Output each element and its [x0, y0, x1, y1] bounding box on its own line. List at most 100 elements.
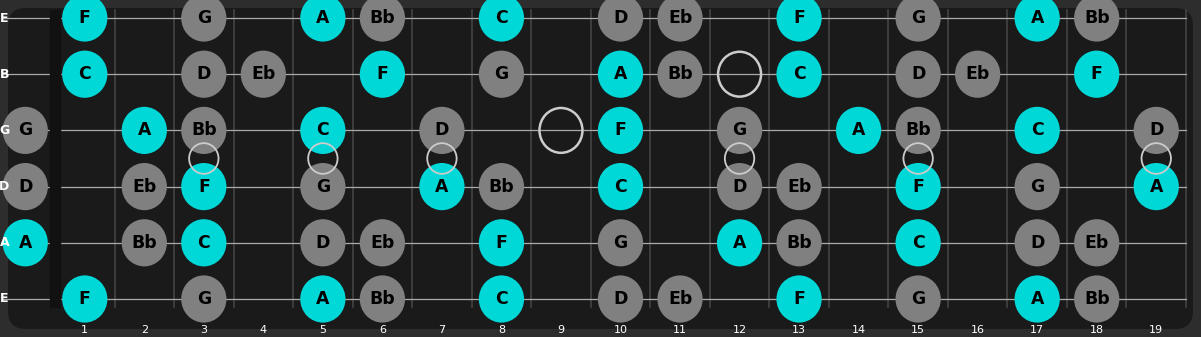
- Ellipse shape: [479, 163, 524, 210]
- Text: G: G: [0, 124, 10, 137]
- Text: Bb: Bb: [370, 9, 395, 27]
- Text: Bb: Bb: [906, 121, 931, 140]
- Text: D: D: [18, 178, 32, 195]
- Text: G: G: [733, 121, 747, 140]
- Ellipse shape: [777, 275, 821, 323]
- Ellipse shape: [1134, 163, 1179, 210]
- Text: Bb: Bb: [489, 178, 514, 195]
- Text: D: D: [614, 9, 628, 27]
- Ellipse shape: [121, 107, 167, 154]
- Ellipse shape: [1015, 0, 1059, 41]
- Text: 6: 6: [378, 325, 386, 335]
- Text: F: F: [79, 290, 91, 308]
- Ellipse shape: [717, 219, 763, 267]
- Text: Bb: Bb: [191, 121, 216, 140]
- FancyBboxPatch shape: [8, 8, 1193, 329]
- Text: 10: 10: [614, 325, 627, 335]
- Ellipse shape: [896, 51, 940, 98]
- Text: D: D: [435, 121, 449, 140]
- Ellipse shape: [479, 51, 524, 98]
- Ellipse shape: [777, 0, 821, 41]
- Text: F: F: [615, 121, 627, 140]
- Text: C: C: [793, 65, 806, 83]
- Ellipse shape: [300, 107, 346, 154]
- Ellipse shape: [62, 275, 107, 323]
- Text: G: G: [912, 9, 925, 27]
- Ellipse shape: [300, 163, 346, 210]
- Ellipse shape: [598, 275, 643, 323]
- Text: 13: 13: [793, 325, 806, 335]
- Ellipse shape: [598, 219, 643, 267]
- Text: D: D: [1030, 234, 1045, 252]
- Text: F: F: [79, 9, 91, 27]
- Text: 1: 1: [82, 325, 88, 335]
- Ellipse shape: [181, 219, 227, 267]
- Ellipse shape: [2, 107, 48, 154]
- Text: C: C: [1030, 121, 1044, 140]
- Text: A: A: [1149, 178, 1163, 195]
- Text: D: D: [910, 65, 925, 83]
- Ellipse shape: [657, 275, 703, 323]
- Ellipse shape: [360, 51, 405, 98]
- Text: 4: 4: [259, 325, 267, 335]
- Ellipse shape: [419, 163, 465, 210]
- Text: F: F: [198, 178, 210, 195]
- Ellipse shape: [1015, 219, 1059, 267]
- Ellipse shape: [62, 51, 107, 98]
- Text: F: F: [1091, 65, 1103, 83]
- Text: 18: 18: [1089, 325, 1104, 335]
- Text: F: F: [793, 9, 805, 27]
- Text: 9: 9: [557, 325, 564, 335]
- Ellipse shape: [896, 0, 940, 41]
- Text: G: G: [495, 65, 508, 83]
- Text: D: D: [1149, 121, 1164, 140]
- Text: 14: 14: [852, 325, 866, 335]
- Text: D: D: [316, 234, 330, 252]
- Ellipse shape: [419, 107, 465, 154]
- Ellipse shape: [360, 275, 405, 323]
- Ellipse shape: [896, 275, 940, 323]
- Text: G: G: [197, 9, 211, 27]
- Ellipse shape: [836, 107, 882, 154]
- Text: A: A: [1030, 290, 1044, 308]
- Text: F: F: [913, 178, 924, 195]
- Ellipse shape: [121, 219, 167, 267]
- Text: 16: 16: [970, 325, 985, 335]
- Text: A: A: [18, 234, 32, 252]
- Text: B: B: [0, 68, 10, 81]
- Ellipse shape: [1074, 51, 1119, 98]
- Ellipse shape: [1074, 219, 1119, 267]
- Text: 17: 17: [1030, 325, 1044, 335]
- Text: Bb: Bb: [370, 290, 395, 308]
- Text: 19: 19: [1149, 325, 1164, 335]
- Text: C: C: [197, 234, 210, 252]
- Ellipse shape: [717, 163, 763, 210]
- Ellipse shape: [777, 219, 821, 267]
- Text: C: C: [78, 65, 91, 83]
- Text: G: G: [614, 234, 628, 252]
- Ellipse shape: [896, 107, 940, 154]
- Ellipse shape: [62, 0, 107, 41]
- Text: Eb: Eb: [668, 290, 692, 308]
- Ellipse shape: [598, 163, 643, 210]
- Text: Eb: Eb: [370, 234, 394, 252]
- Ellipse shape: [121, 163, 167, 210]
- Text: A: A: [316, 290, 329, 308]
- Ellipse shape: [1074, 0, 1119, 41]
- Text: G: G: [1030, 178, 1044, 195]
- Ellipse shape: [181, 0, 227, 41]
- Text: Bb: Bb: [131, 234, 157, 252]
- Ellipse shape: [479, 0, 524, 41]
- Ellipse shape: [777, 163, 821, 210]
- Text: 5: 5: [319, 325, 327, 335]
- Ellipse shape: [1015, 163, 1059, 210]
- Text: Eb: Eb: [668, 9, 692, 27]
- Text: G: G: [18, 121, 32, 140]
- Ellipse shape: [896, 219, 940, 267]
- Ellipse shape: [300, 275, 346, 323]
- Text: D: D: [197, 65, 211, 83]
- Text: 8: 8: [498, 325, 504, 335]
- Ellipse shape: [479, 219, 524, 267]
- Ellipse shape: [657, 51, 703, 98]
- Text: Eb: Eb: [132, 178, 156, 195]
